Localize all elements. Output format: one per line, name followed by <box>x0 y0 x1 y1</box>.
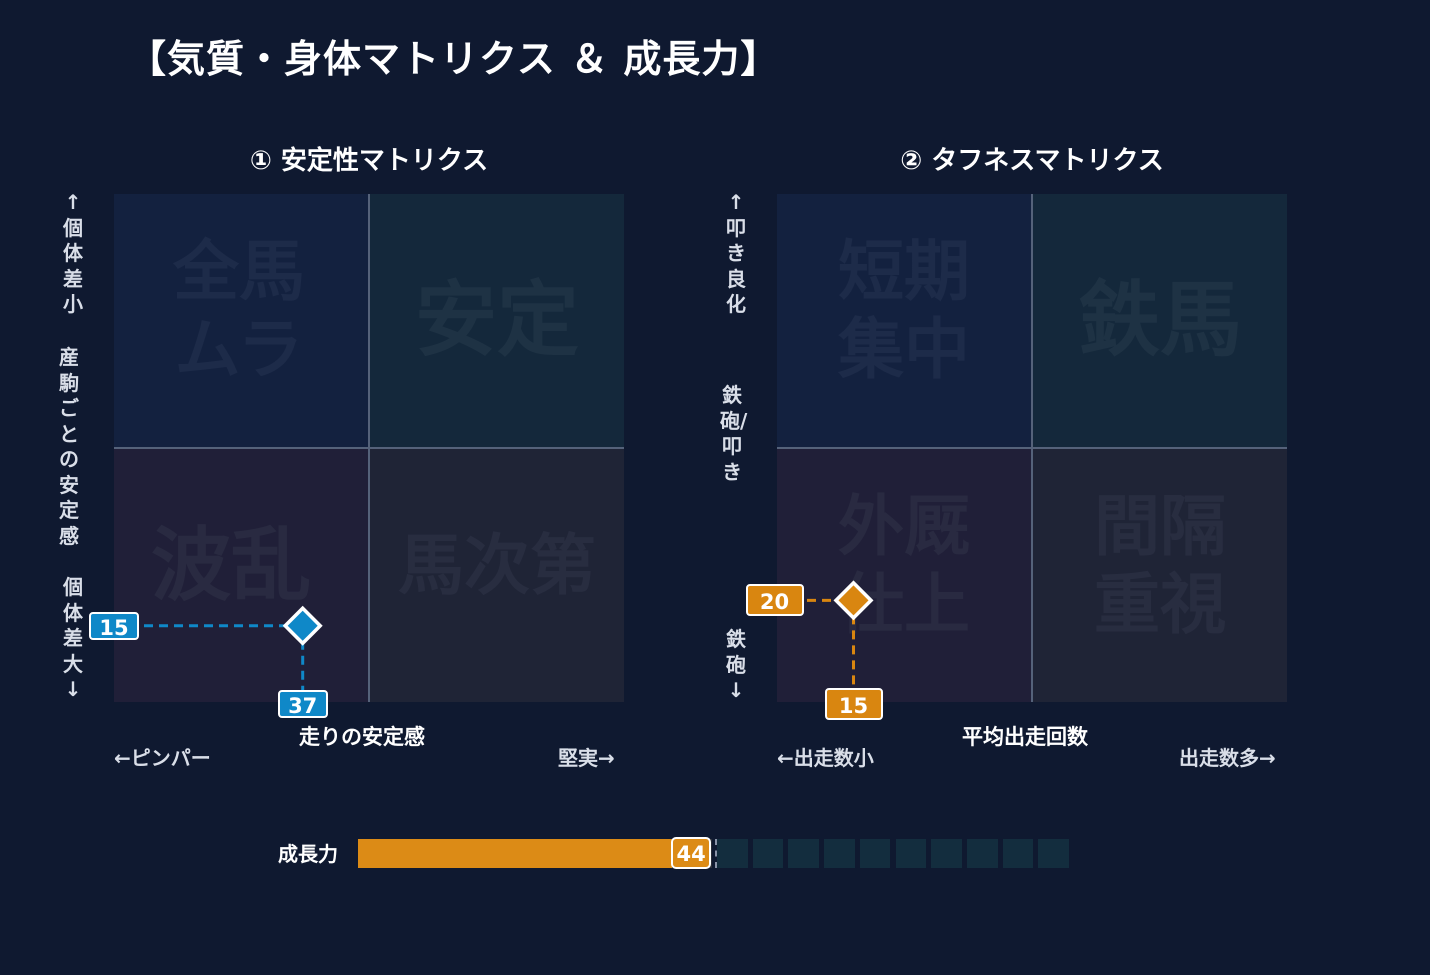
horizontal-divider <box>114 447 624 449</box>
growth-gauge-segment <box>966 839 998 868</box>
growth-gauge-segment <box>1038 839 1069 868</box>
stability-ylabel-top: ↑個体差小 <box>63 190 83 316</box>
toughness-x-value-badge: 15 <box>824 688 883 720</box>
quadrant-label: 間隔 重視 <box>1094 487 1226 643</box>
stability-y-value-badge: 15 <box>89 611 139 640</box>
growth-gauge-segment <box>788 839 820 868</box>
quadrant-top-right: 安定 <box>370 194 624 447</box>
toughness-x-left-label: ←出走数小 <box>777 746 874 770</box>
horizontal-divider <box>777 447 1287 449</box>
toughness-matrix-title: ② タフネスマトリクス <box>900 146 1164 176</box>
growth-gauge-segment <box>717 839 748 868</box>
stability-x-left-label: ←ピンパー <box>114 746 211 770</box>
quadrant-label: 外厩 仕上 <box>838 487 970 643</box>
growth-gauge-segment <box>1002 839 1034 868</box>
quadrant-label: 全馬 ムラ <box>173 232 305 388</box>
stability-x-axis-title: 走りの安定感 <box>299 725 425 749</box>
toughness-ylabel-bottom: 鉄砲↓ <box>726 627 746 702</box>
stability-matrix-grid: 全馬 ムラ 安定 波乱 馬次第 <box>114 194 624 702</box>
growth-gauge-segment <box>931 839 962 868</box>
growth-value-badge: 44 <box>671 837 712 869</box>
toughness-ylabel-middle: 鉄砲/叩き <box>720 383 748 484</box>
quadrant-label: 安定 <box>414 272 579 368</box>
quadrant-label: 馬次第 <box>398 526 596 604</box>
growth-reference-line <box>715 839 717 868</box>
stability-matrix-title: ① 安定性マトリクス <box>249 146 489 176</box>
toughness-matrix-grid: 短期 集中 鉄馬 外厩 仕上 間隔 重視 <box>777 194 1287 702</box>
quadrant-label: 波乱 <box>151 518 311 612</box>
stability-ylabel-bottom: 個体差大↓ <box>63 575 83 701</box>
stability-x-value-badge: 37 <box>277 690 328 718</box>
growth-gauge-segment <box>824 839 855 868</box>
page-title: 【気質・身体マトリクス ＆ 成長力】 <box>128 37 780 81</box>
growth-gauge-segment <box>752 839 784 868</box>
toughness-x-right-label: 出走数多→ <box>1179 746 1276 770</box>
toughness-x-axis-title: 平均出走回数 <box>962 725 1088 749</box>
quadrant-bottom-right: 馬次第 <box>370 449 624 702</box>
quadrant-bottom-left: 外厩 仕上 <box>777 449 1031 702</box>
quadrant-label: 鉄馬 <box>1077 272 1242 368</box>
stability-x-right-label: 堅実→ <box>558 746 615 770</box>
quadrant-label: 短期 集中 <box>838 232 970 388</box>
quadrant-top-left: 短期 集中 <box>777 194 1031 447</box>
toughness-y-value-badge: 20 <box>745 584 804 617</box>
growth-gauge-fill <box>358 839 673 868</box>
growth-gauge-segment <box>895 839 927 868</box>
quadrant-bottom-left: 波乱 <box>114 449 368 702</box>
quadrant-bottom-right: 間隔 重視 <box>1033 449 1287 702</box>
growth-label: 成長力 <box>278 842 338 866</box>
growth-gauge-segment <box>859 839 891 868</box>
quadrant-top-left: 全馬 ムラ <box>114 194 368 447</box>
toughness-ylabel-top: ↑叩き良化 <box>726 190 746 316</box>
stability-ylabel-middle: 産駒ごとの安定感 <box>59 345 79 548</box>
quadrant-top-right: 鉄馬 <box>1033 194 1287 447</box>
